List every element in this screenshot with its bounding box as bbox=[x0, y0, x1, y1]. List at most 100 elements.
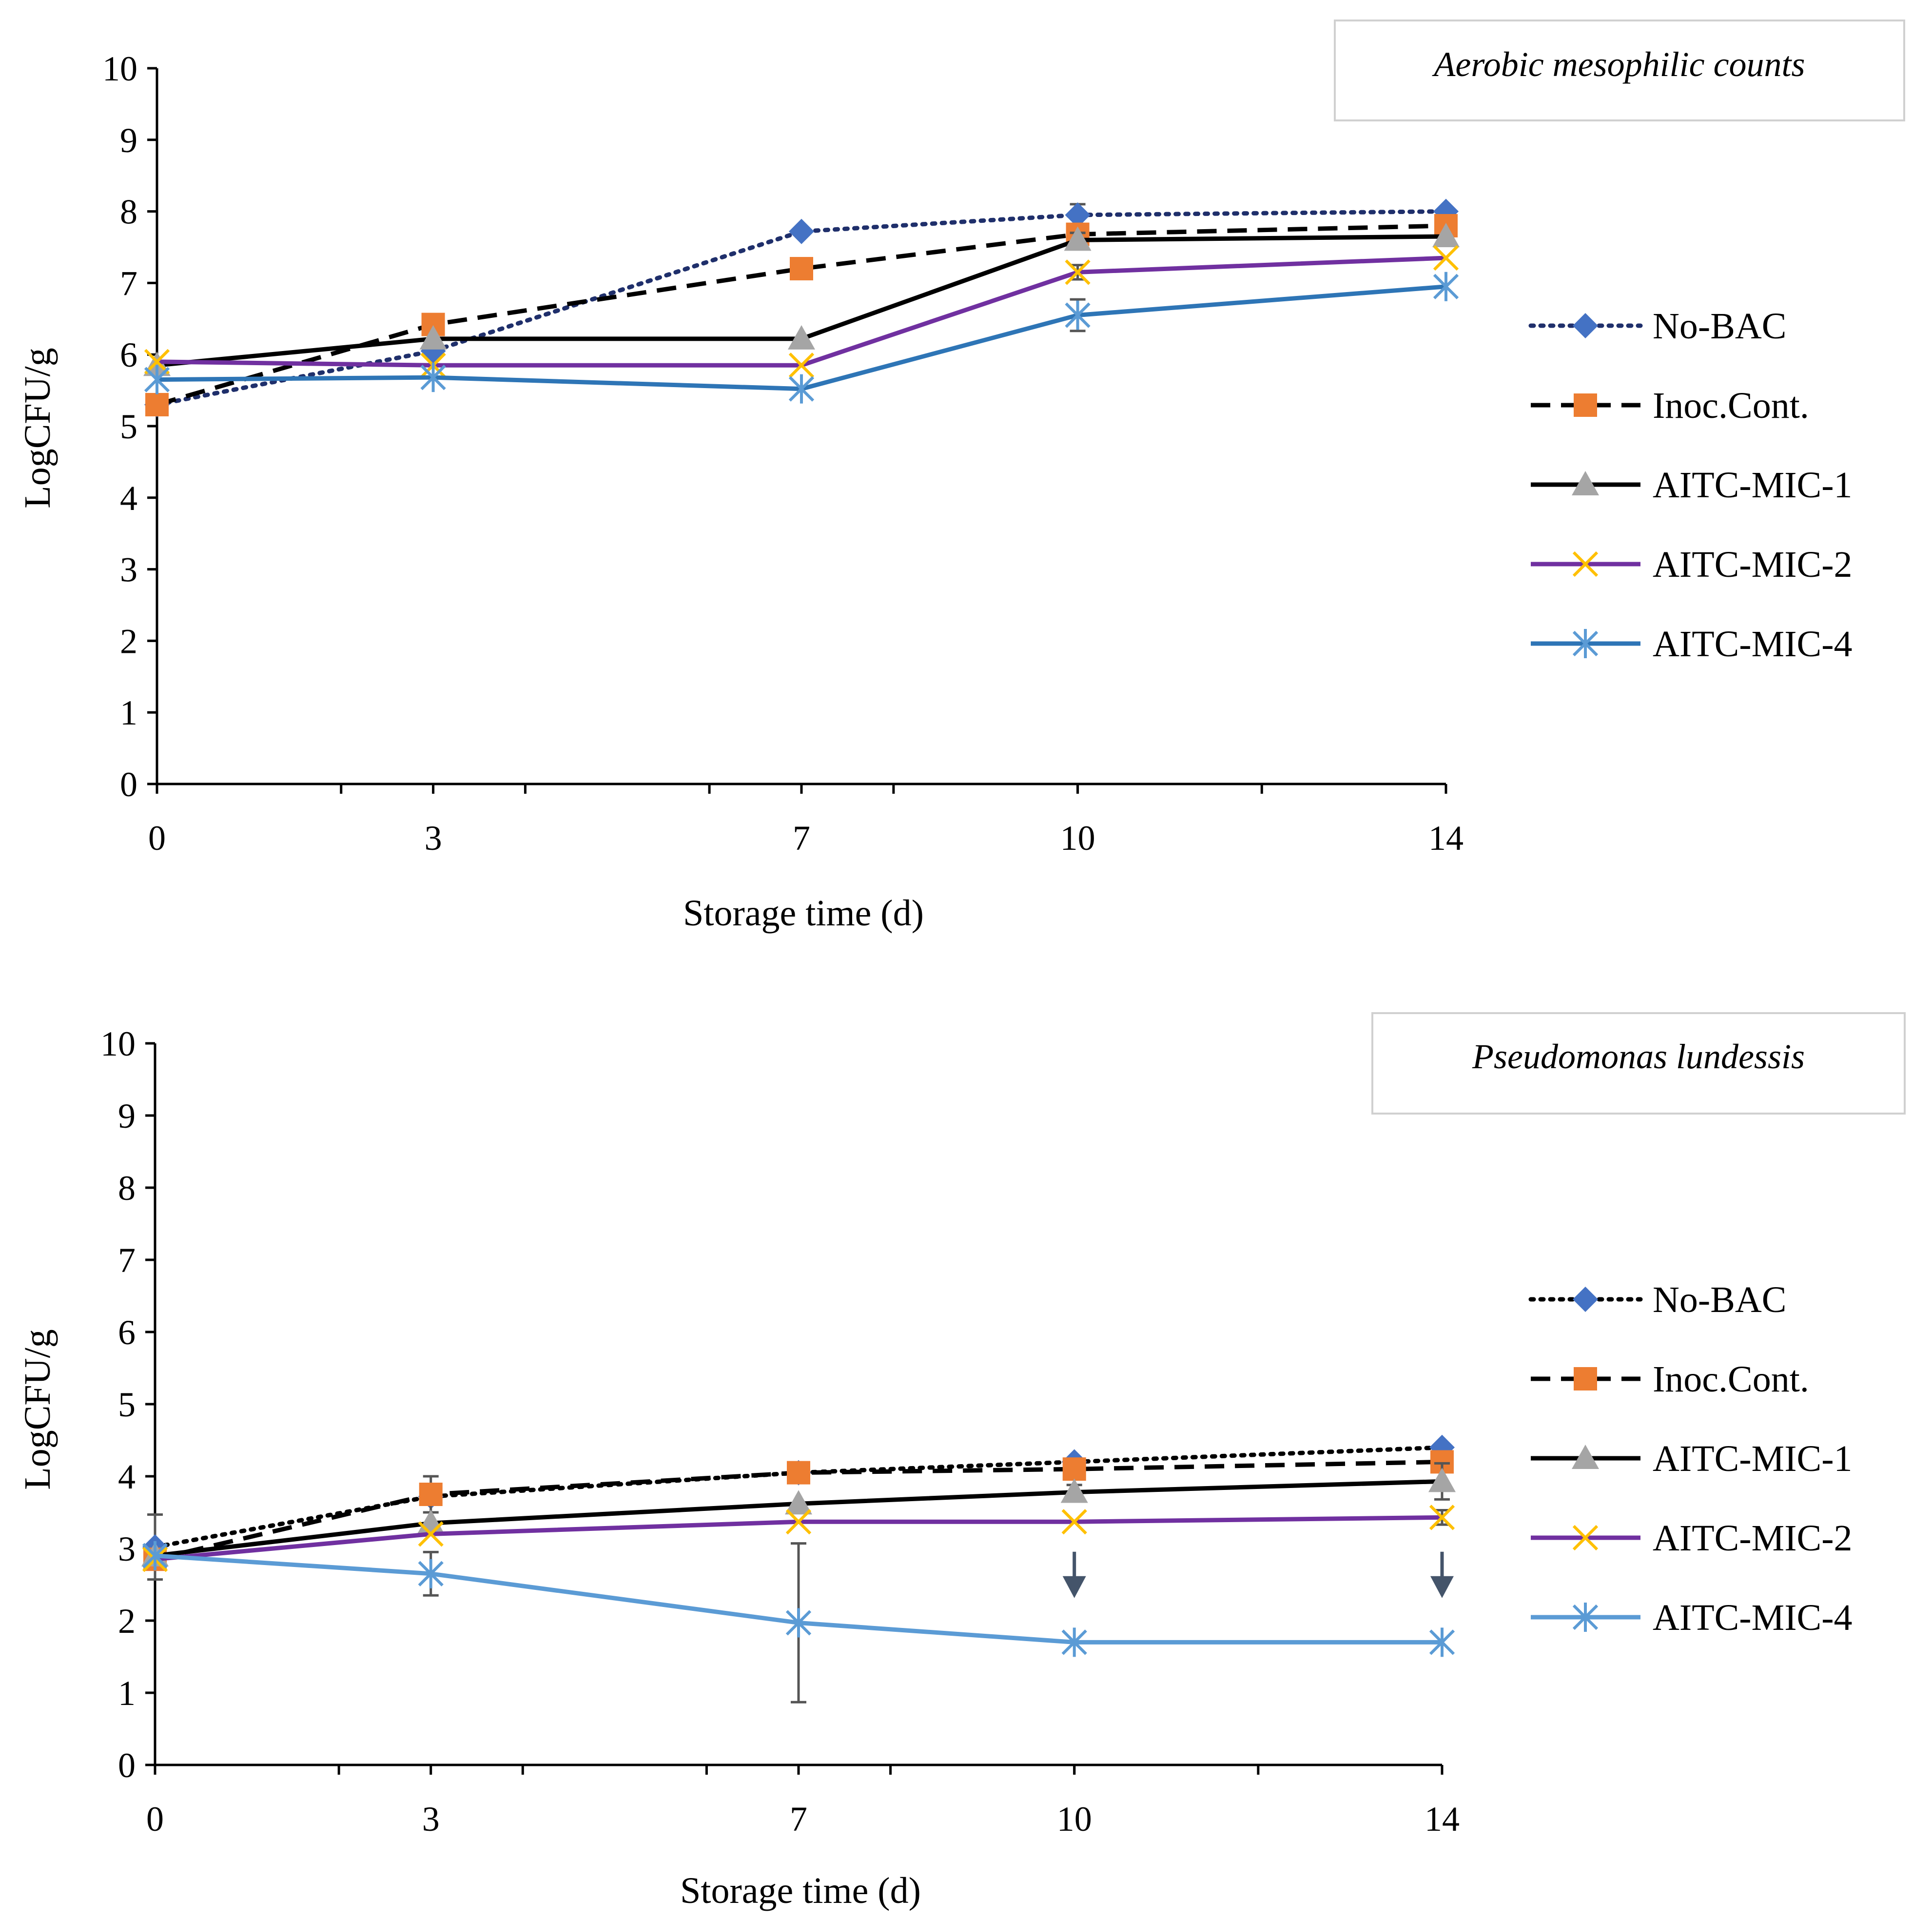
y-tick-label: 10 bbox=[102, 49, 137, 88]
data-point bbox=[1062, 1457, 1086, 1481]
data-point bbox=[1065, 259, 1091, 285]
panel-title-box bbox=[1371, 1012, 1906, 1115]
x-tick-label: 14 bbox=[1428, 819, 1464, 858]
legend-label: Inoc.Cont. bbox=[1653, 1359, 1809, 1400]
y-tick-label: 7 bbox=[120, 264, 137, 303]
data-point bbox=[144, 349, 170, 375]
data-point bbox=[1060, 1478, 1088, 1503]
x-tick-label: 0 bbox=[148, 819, 166, 858]
data-point bbox=[1065, 300, 1091, 330]
x-axis-title: Storage time (d) bbox=[683, 893, 924, 934]
y-tick-label: 7 bbox=[118, 1241, 136, 1280]
data-point bbox=[420, 363, 446, 392]
series-line bbox=[155, 209, 1448, 407]
y-tick-label: 9 bbox=[118, 1097, 136, 1136]
data-point bbox=[145, 392, 169, 416]
legend-entry-aitc-mic-2: AITC-MIC-2 bbox=[1531, 1518, 1853, 1559]
legend-entry-aitc-mic-4: AITC-MIC-4 bbox=[1531, 624, 1853, 665]
x-tick-label: 7 bbox=[790, 1800, 807, 1839]
legend-marker bbox=[1572, 629, 1599, 658]
series-aitc-mic-4 bbox=[144, 272, 1459, 404]
y-tick-label: 4 bbox=[120, 479, 137, 518]
legend-marker bbox=[1572, 1525, 1599, 1551]
data-point bbox=[1065, 202, 1091, 228]
data-point bbox=[1061, 1627, 1087, 1657]
legend-label: AITC-MIC-4 bbox=[1653, 624, 1853, 665]
arrow-head bbox=[1430, 1576, 1454, 1598]
y-axis-title: LogCFU/g bbox=[17, 348, 58, 508]
y-tick-label: 5 bbox=[120, 407, 137, 446]
panel-title: Pseudomonas lundessis bbox=[1472, 1037, 1805, 1076]
legend-marker bbox=[1572, 471, 1599, 495]
legend-label: AITC-MIC-1 bbox=[1653, 465, 1853, 506]
legend-label: AITC-MIC-1 bbox=[1653, 1438, 1853, 1479]
data-point bbox=[788, 374, 815, 404]
legend-entry-aitc-mic-4: AITC-MIC-4 bbox=[1531, 1597, 1853, 1638]
legend-entry-aitc-mic-2: AITC-MIC-2 bbox=[1531, 544, 1853, 585]
data-point bbox=[418, 1521, 444, 1547]
data-point bbox=[790, 257, 813, 281]
legend-entry-aitc-mic-1: AITC-MIC-1 bbox=[1531, 465, 1853, 506]
y-tick-label: 10 bbox=[100, 1024, 136, 1063]
legend-label: Inoc.Cont. bbox=[1653, 385, 1809, 426]
x-tick-label: 0 bbox=[146, 1800, 164, 1839]
series-aitc-mic-2 bbox=[142, 1505, 1455, 1572]
data-point bbox=[788, 325, 815, 350]
data-point bbox=[1433, 245, 1459, 271]
data-point bbox=[1433, 272, 1459, 301]
legend-label: AITC-MIC-2 bbox=[1653, 1518, 1853, 1559]
data-point bbox=[1429, 1627, 1455, 1657]
y-tick-label: 6 bbox=[118, 1313, 136, 1352]
series-aitc-mic-4 bbox=[142, 1541, 1455, 1704]
y-tick-label: 9 bbox=[120, 121, 137, 160]
x-tick-label: 10 bbox=[1060, 819, 1095, 858]
x-tick-label: 10 bbox=[1057, 1800, 1092, 1839]
legend-marker bbox=[1572, 1603, 1599, 1632]
legend-label: No-BAC bbox=[1653, 1279, 1786, 1320]
y-tick-label: 5 bbox=[118, 1385, 136, 1424]
x-axis-title: Storage time (d) bbox=[680, 1870, 921, 1911]
legend-marker bbox=[1573, 313, 1598, 338]
x-tick-label: 3 bbox=[425, 819, 442, 858]
legend-entry-no-bac: No-BAC bbox=[1528, 1279, 1786, 1320]
plot-area: 0 1 2 3 4 5 6 7 8 9 10 0 3 7 10 14 No-BAC Inoc.Cont. AITC-… bbox=[102, 49, 1853, 858]
data-point bbox=[789, 218, 814, 244]
y-tick-label: 6 bbox=[120, 335, 137, 374]
legend-entry-inoc-cont: Inoc.Cont. bbox=[1531, 1359, 1809, 1400]
legend-entry-aitc-mic-1: AITC-MIC-1 bbox=[1531, 1438, 1853, 1479]
legend-marker bbox=[1572, 551, 1599, 577]
legend-entry-no-bac: No-BAC bbox=[1528, 306, 1786, 347]
y-axis-title: LogCFU/g bbox=[17, 1329, 58, 1489]
y-tick-label: 0 bbox=[120, 765, 137, 804]
legend-entry-inoc-cont: Inoc.Cont. bbox=[1531, 385, 1809, 426]
data-point bbox=[418, 1559, 444, 1588]
plot-area: 0 1 2 3 4 5 6 7 8 9 10 0 3 7 10 14 No-BAC Inoc.Cont. AITC-… bbox=[100, 1024, 1853, 1839]
arrow-head bbox=[1062, 1576, 1086, 1598]
data-point bbox=[419, 325, 447, 350]
data-point bbox=[1064, 226, 1092, 251]
down-arrow-icon bbox=[1062, 1551, 1086, 1598]
data-point bbox=[788, 352, 815, 378]
legend-marker bbox=[1573, 1287, 1598, 1312]
x-tick-label: 3 bbox=[422, 1800, 440, 1839]
legend-marker bbox=[1574, 393, 1597, 417]
legend-label: AITC-MIC-4 bbox=[1653, 1597, 1853, 1638]
y-tick-label: 1 bbox=[118, 1674, 136, 1713]
y-tick-label: 2 bbox=[118, 1602, 136, 1641]
data-point bbox=[144, 365, 170, 394]
y-tick-label: 8 bbox=[118, 1169, 136, 1208]
series-line bbox=[153, 1445, 1444, 1549]
data-point bbox=[1432, 222, 1460, 247]
legend-marker bbox=[1572, 1445, 1599, 1469]
data-point bbox=[785, 1608, 812, 1638]
legend-marker bbox=[1574, 1367, 1597, 1390]
chart-panel-aerobic: Aerobic mesophilic counts 0 1 2 3 4 5 6 7 8 9 10 0 3… bbox=[17, 20, 1905, 934]
data-point bbox=[1061, 1509, 1087, 1535]
panel-title-box bbox=[1334, 20, 1905, 121]
y-tick-label: 2 bbox=[120, 622, 137, 661]
data-point bbox=[142, 1541, 168, 1570]
panel-title: Aerobic mesophilic counts bbox=[1432, 45, 1805, 84]
legend-label: AITC-MIC-2 bbox=[1653, 544, 1853, 585]
chart-panel-pseudomonas: Pseudomonas lundessis 0 1 2 3 4 5 6 7 8 9 10 0 3 7 10 1… bbox=[17, 1012, 1906, 1911]
